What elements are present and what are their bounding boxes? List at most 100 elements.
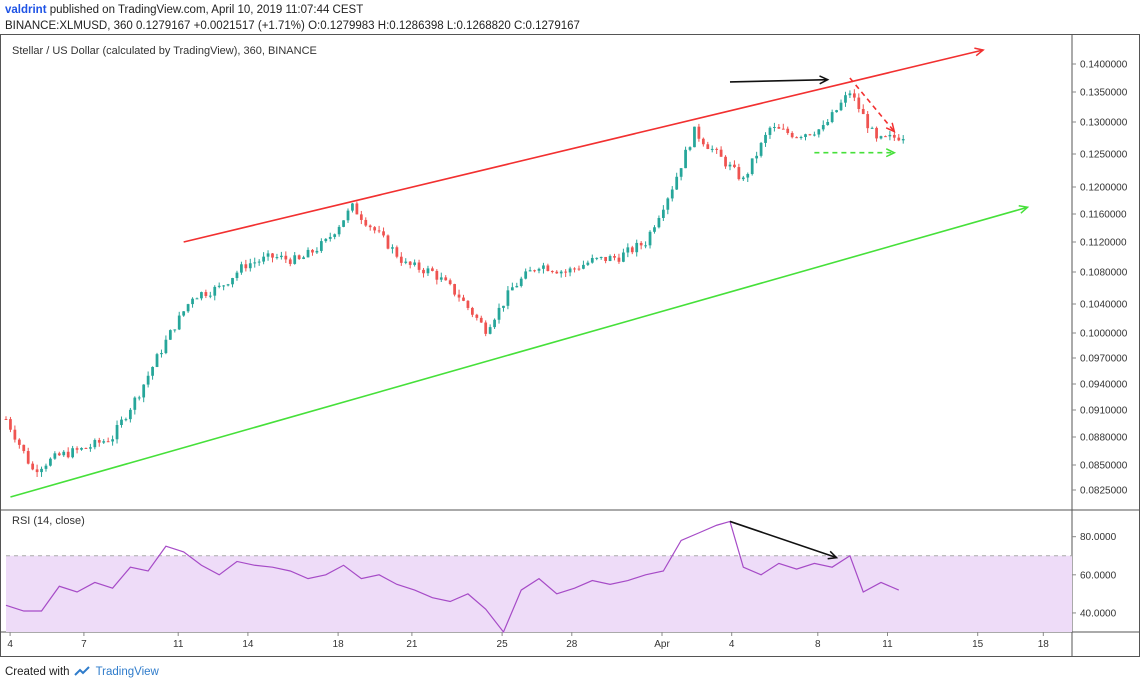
time-tick-label-10: 8: [815, 639, 821, 650]
candle-body: [826, 121, 830, 126]
candle-body: [777, 126, 781, 129]
candle-body: [533, 270, 536, 272]
candle-body: [892, 134, 896, 138]
candle-body: [257, 261, 261, 263]
candle-body: [470, 307, 474, 315]
time-tick-label-5: 21: [406, 639, 418, 650]
candle-body: [657, 217, 661, 228]
open-value: 0.1279983: [320, 20, 375, 32]
candle-body: [395, 247, 399, 257]
candle-body: [22, 444, 26, 452]
rsi-tick-label-0: 80.0000: [1080, 532, 1117, 543]
last-price: 0.1279167: [136, 20, 191, 32]
candle-body: [253, 262, 257, 264]
candle-body: [75, 448, 79, 450]
candle-body: [795, 137, 798, 139]
candle-body: [271, 253, 274, 258]
candle-body: [608, 256, 612, 262]
support-line: [10, 206, 1028, 498]
candle-body: [391, 247, 394, 249]
candle-body: [697, 126, 701, 139]
candle-body: [422, 269, 425, 274]
candle-body: [715, 148, 719, 150]
time-tick-label-6: 25: [497, 639, 509, 650]
candle-body: [861, 108, 865, 115]
created-with-text: Created with: [5, 666, 70, 678]
candle-body: [222, 285, 226, 287]
candle-body: [901, 139, 905, 141]
candle-body: [368, 225, 372, 228]
candle-body: [550, 271, 554, 273]
candle-body: [417, 262, 421, 270]
candle-body: [644, 245, 647, 247]
close-value: 0.1279167: [525, 20, 580, 32]
symbol-label: BINANCE:XLMUSD, 360: [5, 20, 133, 32]
candle-body: [280, 255, 283, 258]
candle-body: [84, 447, 88, 449]
price-tick-label-15: 0.0825000: [1080, 486, 1128, 497]
candle-body: [897, 137, 901, 141]
high-value: 0.1286398: [389, 20, 444, 32]
candle-body: [160, 353, 163, 355]
candle-body: [733, 164, 736, 168]
candle-body: [71, 448, 75, 458]
candle-body: [453, 284, 456, 295]
candle-body: [613, 256, 616, 258]
chart-title: Stellar / US Dollar (calculated by Tradi…: [12, 45, 317, 57]
candle-body: [244, 264, 248, 269]
candle-body: [26, 451, 30, 464]
price-tick-label-7: 0.1080000: [1080, 268, 1128, 279]
candle-body: [568, 268, 572, 273]
candle-body: [830, 112, 834, 122]
candle-body: [288, 259, 292, 264]
candle-body: [595, 257, 599, 259]
candle-body: [57, 453, 61, 456]
candle-body: [701, 138, 705, 145]
candle-body: [448, 280, 452, 285]
chart-frame[interactable]: 0.1400000 0.1350000 0.1300000 0.1250000 0.12…: [0, 34, 1140, 658]
candle-body: [40, 468, 43, 473]
candle-body: [515, 285, 519, 288]
price-tick-label-14: 0.0850000: [1080, 461, 1128, 472]
candle-body: [226, 284, 230, 286]
price-tick-label-12: 0.0910000: [1080, 406, 1128, 417]
candle-body: [444, 277, 448, 281]
ohlc-line: BINANCE:XLMUSD, 360 0.1279167 +0.0021517…: [5, 18, 580, 34]
candle-body: [666, 198, 670, 210]
candle-body: [284, 255, 288, 260]
rsi-tick-label-2: 40.0000: [1080, 608, 1117, 619]
candle-body: [679, 168, 683, 177]
candle-body: [546, 265, 550, 272]
price-tick-label-5: 0.1160000: [1080, 210, 1127, 221]
candle-body: [89, 447, 92, 449]
candle-body: [426, 268, 430, 274]
candle-body: [355, 203, 359, 215]
candle-body: [670, 189, 674, 199]
footer: Created with TradingView: [5, 666, 159, 678]
tradingview-logo-icon: [73, 666, 90, 676]
chart-header: valdrint published on TradingView.com, A…: [5, 2, 580, 34]
candle-body: [630, 247, 634, 253]
candle-body: [737, 167, 741, 180]
price-tick-label-13: 0.0880000: [1080, 433, 1128, 444]
resistance-line-head: [974, 47, 985, 57]
candle-body: [146, 375, 150, 385]
candle-body: [133, 397, 137, 410]
price-top-arrow: [729, 78, 828, 83]
candle-body: [137, 397, 141, 399]
candle-body: [675, 176, 679, 190]
candle-body: [844, 95, 847, 103]
candle-body: [248, 263, 252, 269]
candle-body: [231, 278, 234, 285]
author-link[interactable]: valdrint: [5, 4, 47, 16]
chart-canvas[interactable]: 0.1400000 0.1350000 0.1300000 0.1250000 0.12…: [0, 34, 1140, 658]
triangle-upper-line-head: [885, 122, 896, 133]
candle-body: [484, 322, 488, 334]
candle-body: [528, 270, 532, 272]
brand-text[interactable]: TradingView: [95, 666, 159, 678]
candle-body: [408, 261, 412, 265]
candle-body: [173, 329, 177, 331]
rsi-divergence-arrow: [729, 520, 837, 559]
candle-body: [204, 292, 208, 296]
candle-body: [684, 149, 687, 169]
